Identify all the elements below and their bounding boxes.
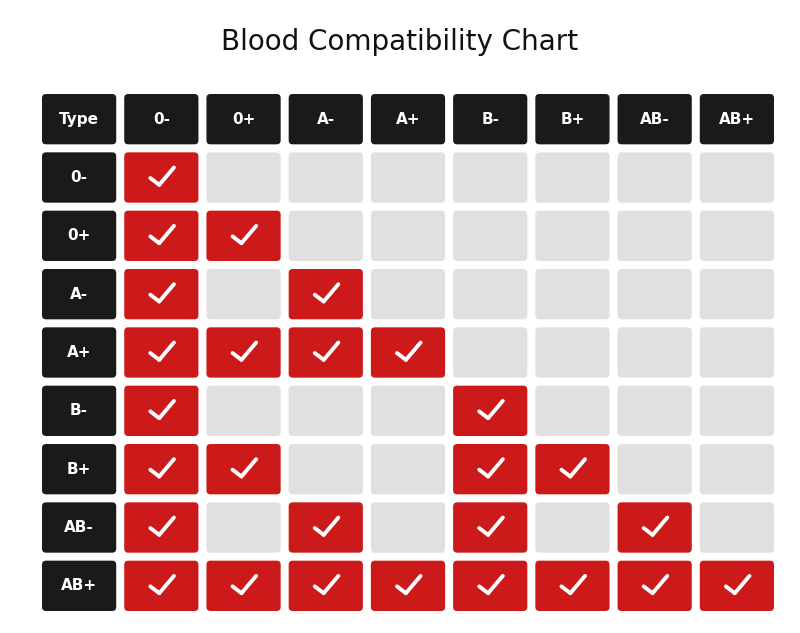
FancyBboxPatch shape [371,94,445,144]
FancyBboxPatch shape [42,385,116,436]
FancyBboxPatch shape [618,153,692,203]
FancyBboxPatch shape [42,269,116,319]
FancyBboxPatch shape [206,153,281,203]
FancyBboxPatch shape [535,561,610,611]
FancyBboxPatch shape [618,561,692,611]
Text: AB-: AB- [640,111,670,127]
FancyBboxPatch shape [700,444,774,494]
FancyBboxPatch shape [453,211,527,261]
FancyBboxPatch shape [289,211,363,261]
Text: B-: B- [482,111,499,127]
FancyBboxPatch shape [618,327,692,378]
FancyBboxPatch shape [42,561,116,611]
FancyBboxPatch shape [535,211,610,261]
FancyBboxPatch shape [289,153,363,203]
FancyBboxPatch shape [618,211,692,261]
FancyBboxPatch shape [206,561,281,611]
FancyBboxPatch shape [453,153,527,203]
FancyBboxPatch shape [289,327,363,378]
FancyBboxPatch shape [535,385,610,436]
FancyBboxPatch shape [535,153,610,203]
FancyBboxPatch shape [535,94,610,144]
FancyBboxPatch shape [124,153,198,203]
Text: B+: B+ [560,111,585,127]
FancyBboxPatch shape [289,561,363,611]
FancyBboxPatch shape [535,503,610,553]
Text: A-: A- [70,287,88,302]
FancyBboxPatch shape [453,385,527,436]
FancyBboxPatch shape [453,444,527,494]
FancyBboxPatch shape [453,503,527,553]
FancyBboxPatch shape [124,444,198,494]
FancyBboxPatch shape [124,503,198,553]
FancyBboxPatch shape [453,561,527,611]
FancyBboxPatch shape [371,561,445,611]
Text: Type: Type [59,111,99,127]
FancyBboxPatch shape [371,503,445,553]
Text: 0-: 0- [153,111,170,127]
FancyBboxPatch shape [535,269,610,319]
Text: A+: A+ [396,111,420,127]
FancyBboxPatch shape [371,153,445,203]
FancyBboxPatch shape [453,94,527,144]
FancyBboxPatch shape [618,94,692,144]
FancyBboxPatch shape [700,269,774,319]
FancyBboxPatch shape [618,503,692,553]
FancyBboxPatch shape [700,385,774,436]
Text: AB-: AB- [64,520,94,535]
FancyBboxPatch shape [206,444,281,494]
FancyBboxPatch shape [289,503,363,553]
Text: Blood Compatibility Chart: Blood Compatibility Chart [222,28,578,56]
FancyBboxPatch shape [289,444,363,494]
FancyBboxPatch shape [535,444,610,494]
Text: 0-: 0- [70,170,88,185]
FancyBboxPatch shape [124,561,198,611]
FancyBboxPatch shape [289,269,363,319]
FancyBboxPatch shape [206,269,281,319]
Text: A+: A+ [67,345,91,360]
FancyBboxPatch shape [124,269,198,319]
FancyBboxPatch shape [206,327,281,378]
FancyBboxPatch shape [535,327,610,378]
Text: AB+: AB+ [719,111,755,127]
FancyBboxPatch shape [453,327,527,378]
Text: B-: B- [70,403,88,418]
FancyBboxPatch shape [42,327,116,378]
FancyBboxPatch shape [453,269,527,319]
FancyBboxPatch shape [42,153,116,203]
FancyBboxPatch shape [42,503,116,553]
FancyBboxPatch shape [371,444,445,494]
FancyBboxPatch shape [289,94,363,144]
FancyBboxPatch shape [700,153,774,203]
FancyBboxPatch shape [289,385,363,436]
FancyBboxPatch shape [206,503,281,553]
FancyBboxPatch shape [700,94,774,144]
FancyBboxPatch shape [124,94,198,144]
FancyBboxPatch shape [124,211,198,261]
FancyBboxPatch shape [618,269,692,319]
Text: 0+: 0+ [67,229,90,243]
FancyBboxPatch shape [206,385,281,436]
FancyBboxPatch shape [124,327,198,378]
FancyBboxPatch shape [371,385,445,436]
Text: B+: B+ [67,461,91,477]
FancyBboxPatch shape [124,385,198,436]
Text: 0+: 0+ [232,111,255,127]
FancyBboxPatch shape [206,94,281,144]
FancyBboxPatch shape [371,327,445,378]
FancyBboxPatch shape [42,94,116,144]
FancyBboxPatch shape [618,385,692,436]
FancyBboxPatch shape [42,211,116,261]
Text: A-: A- [317,111,335,127]
FancyBboxPatch shape [371,211,445,261]
FancyBboxPatch shape [371,269,445,319]
FancyBboxPatch shape [700,327,774,378]
Text: AB+: AB+ [61,579,97,593]
FancyBboxPatch shape [700,211,774,261]
FancyBboxPatch shape [700,503,774,553]
FancyBboxPatch shape [618,444,692,494]
FancyBboxPatch shape [700,561,774,611]
FancyBboxPatch shape [206,211,281,261]
FancyBboxPatch shape [42,444,116,494]
